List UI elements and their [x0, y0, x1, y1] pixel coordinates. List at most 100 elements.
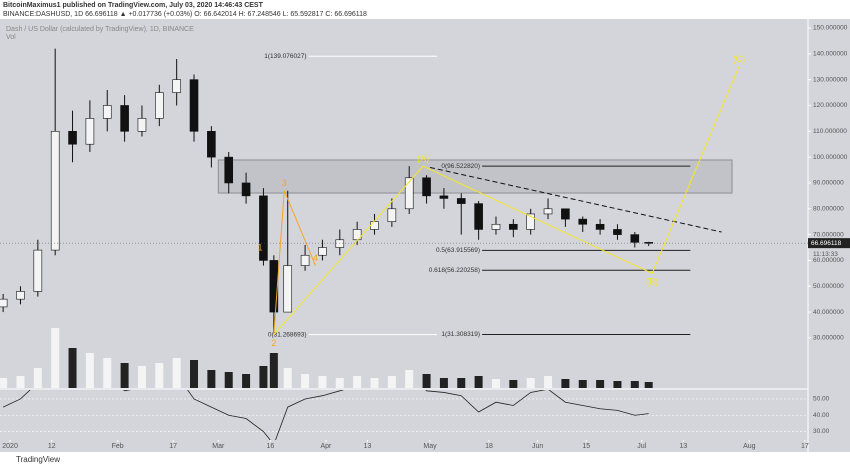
rsi-tick-label: 50.00: [813, 396, 830, 403]
volume-bar: [242, 374, 251, 388]
candle-body: [155, 92, 164, 119]
wave-label: (C): [733, 54, 746, 64]
wave-line: [273, 66, 740, 335]
candle-body: [207, 131, 216, 158]
wave-label: 1: [257, 243, 262, 253]
x-tick-label: 15: [582, 443, 590, 450]
candle-body: [68, 131, 77, 145]
x-tick-label: Feb: [112, 443, 124, 450]
fib-label: 1(31.308319): [441, 331, 480, 338]
x-tick-label: May: [423, 443, 437, 450]
x-axis-bg: [0, 440, 808, 452]
volume-bar: [387, 376, 396, 388]
candle-body: [224, 156, 234, 184]
candle-body: [613, 229, 622, 235]
volume-bar: [68, 348, 77, 388]
candle-body: [102, 105, 112, 119]
candle-body: [50, 131, 60, 251]
volume-bar: [269, 353, 278, 388]
header-bg: [0, 0, 850, 19]
volume-bar: [526, 378, 535, 388]
wave-label: (A): [417, 154, 429, 164]
countdown: 11:13:33: [813, 251, 838, 258]
x-tick-label: 17: [801, 443, 809, 450]
candle-body: [269, 260, 279, 313]
wave-label: (B): [646, 277, 658, 287]
volume-bar: [224, 372, 233, 388]
footer-bg: [0, 452, 850, 467]
volume-bar: [51, 328, 60, 388]
volume-bar: [172, 358, 181, 388]
volume-bar: [644, 382, 653, 388]
candle-body: [509, 223, 518, 230]
volume-bar: [103, 358, 112, 388]
volume-bar: [353, 376, 362, 388]
volume-label: Vol: [6, 34, 16, 41]
volume-bar: [630, 381, 639, 388]
volume-bar: [578, 380, 587, 388]
rsi-line: [2, 390, 649, 440]
volume-bar: [0, 378, 8, 388]
rsi-tick-label: 40.00: [813, 412, 830, 419]
candle-body: [189, 79, 199, 132]
y-tick-label: 50.000000: [813, 283, 844, 290]
volume-bar: [318, 376, 327, 388]
volume-bar: [370, 378, 379, 388]
last-price: 66.696118: [811, 240, 842, 247]
candle-body: [370, 221, 379, 230]
last-price-box: [808, 238, 850, 249]
volume-bar: [422, 374, 431, 388]
plot-bg: [0, 19, 808, 440]
candle-body: [543, 208, 553, 215]
y-tick-label: 90.000000: [813, 180, 844, 187]
volume-bar: [85, 353, 94, 388]
candle-body: [241, 182, 251, 197]
volume-bar: [301, 374, 310, 388]
wave-label: 2: [271, 338, 276, 348]
volume-bar: [120, 363, 129, 388]
x-tick-label: Jun: [532, 443, 543, 450]
y-tick-label: 100.000000: [813, 154, 848, 161]
wave-line: [273, 190, 316, 335]
candle-body: [526, 213, 535, 230]
candle-body: [578, 218, 588, 225]
volume-bar: [613, 381, 622, 388]
candle-body: [439, 195, 449, 199]
candle-body: [0, 298, 8, 308]
candle-body: [561, 208, 570, 220]
brand: TradingView: [16, 455, 60, 464]
volume-bar: [544, 376, 553, 388]
candle-body: [335, 239, 345, 248]
candle-body: [456, 198, 466, 204]
volume-bar: [259, 366, 268, 388]
candle-body: [318, 247, 327, 256]
volume-bar: [33, 368, 42, 388]
volume-bar: [405, 370, 414, 388]
candle-body: [630, 234, 640, 243]
fib-label: 0(31.268693): [268, 331, 307, 338]
symbol-line: BINANCE:DASHUSD, 1D 66.696118 ▲ +0.01773…: [3, 11, 367, 18]
zone: [217, 159, 733, 194]
y-tick-label: 80.000000: [813, 205, 844, 212]
y-tick-label: 130.000000: [813, 76, 848, 83]
candle-body: [595, 223, 605, 230]
volume-bar: [561, 379, 570, 388]
volume-bar: [207, 370, 216, 388]
volume-bar: [283, 368, 292, 388]
candle-body: [33, 249, 43, 292]
y-tick-label: 40.000000: [813, 309, 844, 316]
candle-body: [16, 291, 25, 300]
candle-body: [283, 265, 293, 313]
y-tick-label: 150.000000: [813, 25, 848, 32]
x-tick-label: 12: [48, 443, 56, 450]
fib-label: 1(139.076027): [264, 53, 306, 60]
candle-body: [137, 118, 147, 132]
volume-bar: [439, 378, 448, 388]
rsi-tick-label: 30.00: [813, 428, 830, 435]
candle-body: [491, 223, 501, 230]
candle-body: [172, 79, 181, 93]
candle-body: [85, 118, 95, 145]
fib-label: 0(96.522820): [441, 163, 480, 170]
candle-body: [300, 254, 310, 266]
